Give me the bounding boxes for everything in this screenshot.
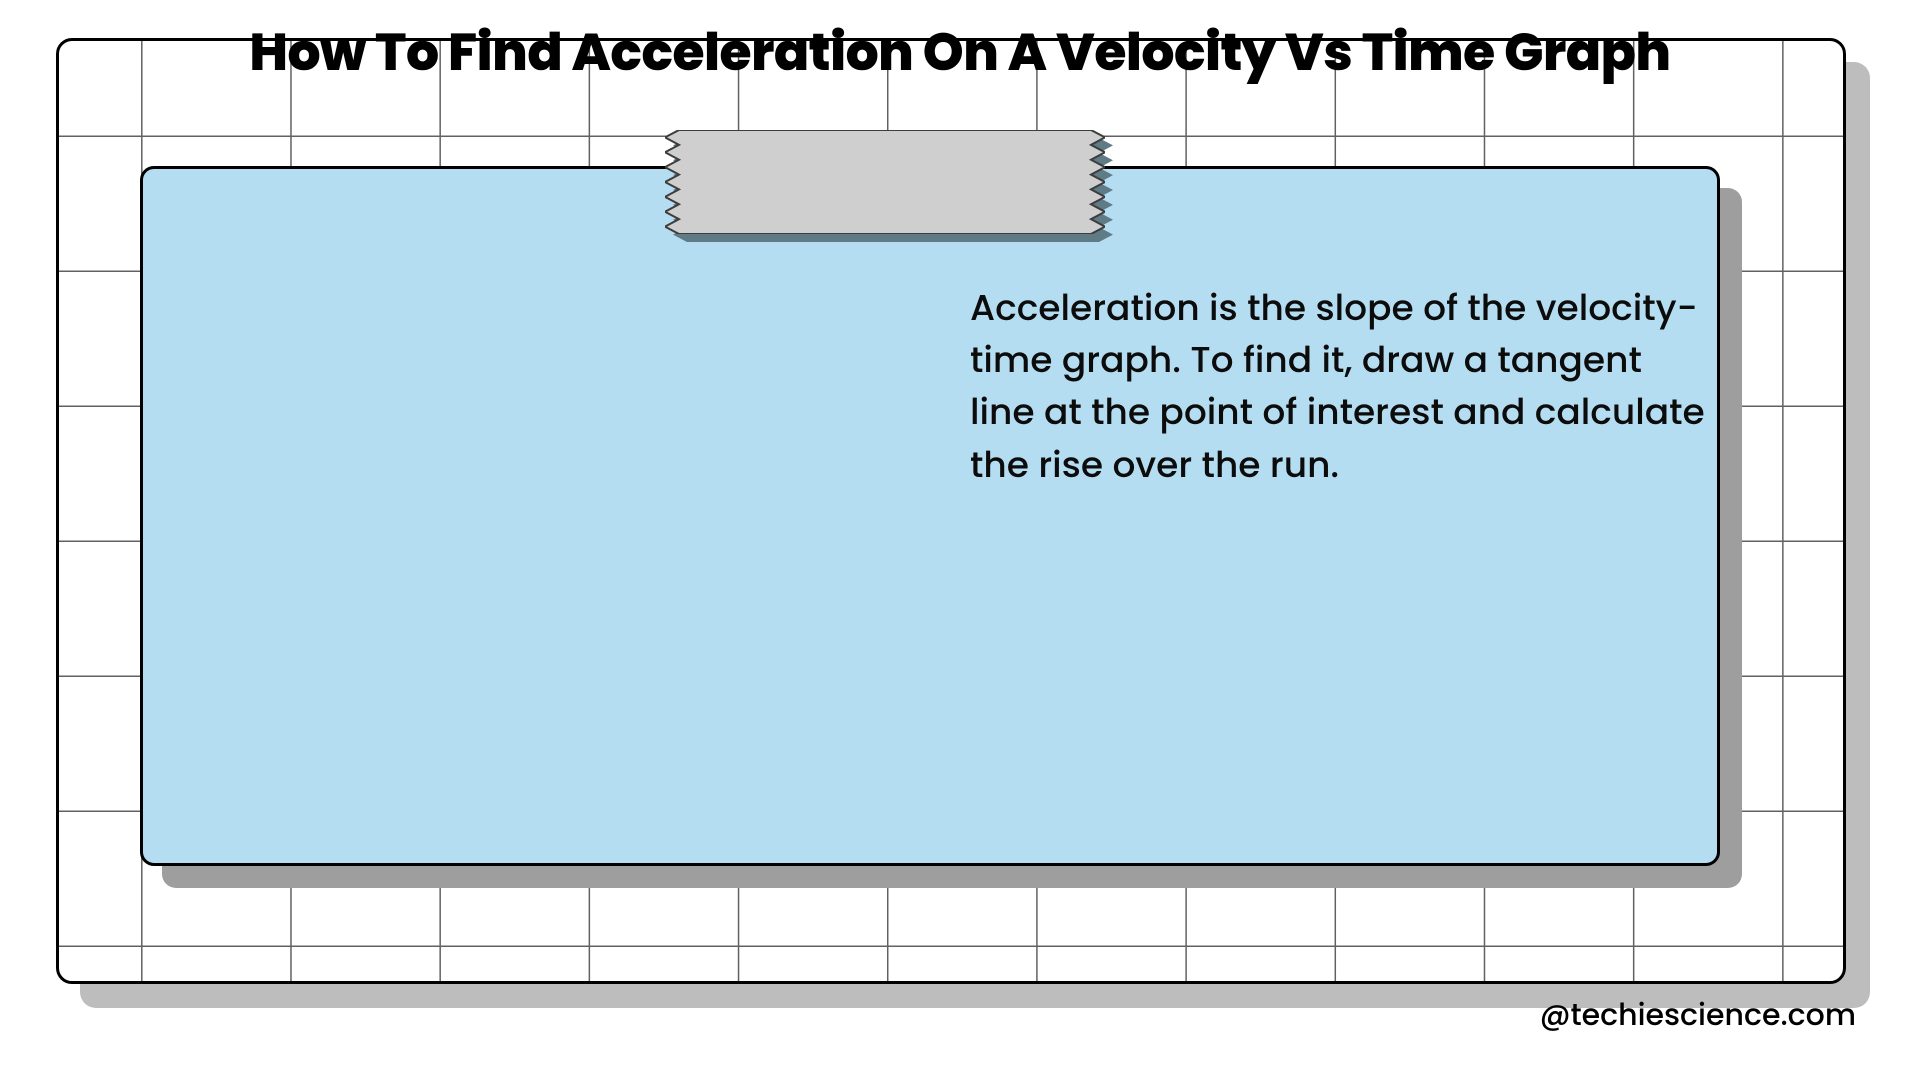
body-text: Acceleration is the slope of the velocit… — [970, 282, 1710, 491]
page-title: How To Find Acceleration On A Velocity V… — [0, 14, 1920, 92]
blue-card — [140, 166, 1720, 866]
tape-icon — [665, 130, 1105, 234]
attribution-text: @techiescience.com — [1540, 992, 1856, 1038]
